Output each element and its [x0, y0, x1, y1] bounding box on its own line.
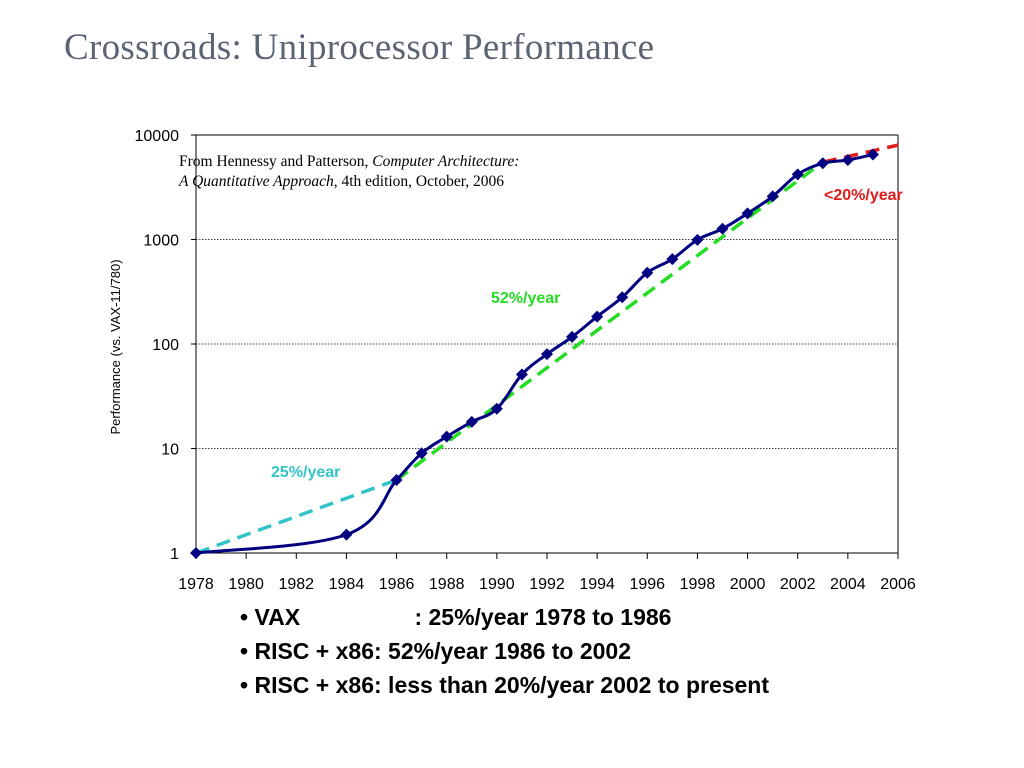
x-tick-label: 1978	[178, 576, 214, 593]
x-tick-label: 1992	[529, 576, 565, 593]
y-tick-label: 1000	[143, 233, 179, 250]
y-tick-label: 10	[161, 442, 179, 459]
x-tick-label: 1988	[429, 576, 465, 593]
y-axis-label: Performance (vs. VAX-11/780)	[108, 259, 123, 434]
bullet-text: : less than 20%/year 2002 to present	[374, 672, 770, 698]
y-tick-labels: 1 10 100 1000 10000	[135, 128, 180, 563]
x-tick-label: 1996	[629, 576, 665, 593]
data-point-marker	[591, 310, 604, 323]
trend-line	[822, 143, 899, 164]
y-tick-label: 1	[170, 546, 179, 563]
source-citation: From Hennessy and Patterson, Computer Ar…	[179, 152, 524, 192]
data-point-marker	[816, 157, 829, 170]
y-tick-label: 100	[152, 337, 179, 354]
trend-line	[195, 478, 398, 555]
trend-line	[395, 160, 824, 482]
x-tick-label: 2004	[830, 576, 866, 593]
bullet-label: VAX	[254, 604, 301, 630]
bullet-label: RISC + x86	[254, 638, 374, 664]
data-point-marker	[641, 266, 654, 279]
x-tick-label: 1982	[278, 576, 314, 593]
x-tick-label: 2006	[880, 576, 916, 593]
x-tick-label: 1980	[228, 576, 264, 593]
x-tick-label: 2000	[730, 576, 766, 593]
x-tick-label: 1990	[479, 576, 515, 593]
trend-label: <20%/year	[824, 187, 903, 204]
x-tick-labels: 1978 1980 1982 1984 1986 1988 1990 1992 1994 1996…	[178, 576, 916, 593]
data-point-marker	[841, 154, 854, 167]
x-tick-label: 1984	[329, 576, 365, 593]
data-markers	[190, 148, 879, 559]
trend-label: 25%/year	[271, 464, 340, 481]
data-point-marker	[616, 291, 629, 304]
data-point-marker	[866, 148, 879, 161]
bullet-text: : 52%/year 1986 to 2002	[374, 638, 632, 664]
data-point-marker	[390, 473, 403, 486]
x-tick-label: 1994	[579, 576, 615, 593]
summary-bullets: • VAX: 25%/year 1978 to 1986 • RISC + x8…	[240, 600, 769, 702]
citation-prefix: From Hennessy and Patterson,	[179, 153, 373, 170]
data-point-marker	[190, 547, 202, 559]
data-point-marker	[490, 402, 503, 415]
trend-label: 52%/year	[491, 290, 560, 307]
data-point-marker	[666, 253, 679, 266]
data-point-marker	[716, 222, 729, 235]
series	[195, 153, 874, 555]
x-tick-label: 1998	[680, 576, 716, 593]
axes	[191, 134, 899, 559]
x-tick-label: 2002	[780, 576, 816, 593]
data-point-marker	[791, 168, 804, 181]
data-point-marker	[766, 190, 779, 203]
data-point-marker	[340, 528, 353, 541]
slide-title: Crossroads: Uniprocessor Performance	[64, 27, 655, 68]
bullet-item: • RISC + x86: less than 20%/year 2002 to…	[240, 668, 769, 702]
data-point-marker	[415, 447, 428, 460]
x-tick-label: 1986	[379, 576, 415, 593]
y-tick-label: 10000	[135, 128, 180, 145]
data-point-marker	[515, 368, 528, 381]
bullet-item: • VAX: 25%/year 1978 to 1986	[240, 600, 769, 634]
citation-book-title: Computer Architecture: A Quantitative Ap…	[179, 153, 520, 190]
citation-suffix: , 4th edition, October, 2006	[333, 173, 504, 190]
trend-labels: 25%/year 52%/year <20%/year	[271, 187, 903, 481]
data-point-marker	[741, 207, 754, 220]
data-point-marker	[566, 330, 579, 343]
bullet-label: RISC + x86	[254, 672, 374, 698]
data-point-marker	[541, 348, 553, 361]
bullet-item: • RISC + x86: 52%/year 1986 to 2002	[240, 634, 769, 668]
data-point-marker	[691, 233, 704, 246]
bullet-text: : 25%/year 1978 to 1986	[414, 604, 672, 630]
data-point-marker	[465, 415, 478, 428]
performance-series-line	[195, 153, 874, 555]
data-point-marker	[440, 430, 453, 443]
